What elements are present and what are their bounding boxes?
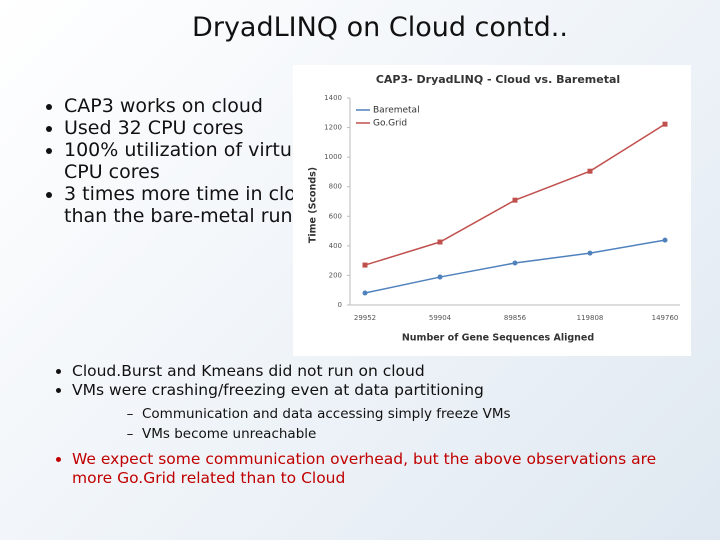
- data-point: [662, 121, 668, 127]
- bullet: We expect some communication overhead, b…: [72, 450, 700, 488]
- bullet-list: Cloud.Burst and Kmeans did not run on cl…: [30, 362, 700, 488]
- data-point: [437, 239, 443, 245]
- x-tick-label: 149760: [652, 314, 679, 322]
- y-tick-label: 0: [338, 301, 342, 309]
- x-tick-label: 29952: [354, 314, 376, 322]
- chart-title: CAP3- DryadLINQ - Cloud vs. Baremetal: [376, 73, 620, 86]
- bullet: Used 32 CPU cores: [64, 117, 329, 139]
- sub-bullet: Communication and data accessing simply …: [142, 404, 700, 424]
- y-tick-label: 200: [329, 271, 342, 279]
- data-point: [437, 274, 443, 280]
- data-point: [362, 262, 368, 268]
- lower-text: Cloud.Burst and Kmeans did not run on cl…: [30, 362, 700, 488]
- legend-label: Go.Grid: [373, 119, 407, 129]
- y-tick-label: 800: [329, 183, 342, 191]
- y-tick-label: 400: [329, 242, 342, 250]
- y-tick-label: 1200: [324, 124, 342, 132]
- bullet: CAP3 works on cloud: [64, 95, 329, 117]
- data-point: [662, 237, 668, 243]
- y-tick-label: 1000: [324, 153, 342, 161]
- data-point: [512, 260, 518, 266]
- data-point: [362, 290, 368, 296]
- data-point: [587, 168, 593, 174]
- sub-bullet-list: Communication and data accessing simply …: [72, 404, 700, 444]
- x-tick-label: 59904: [429, 314, 452, 322]
- bullet: 3 times more time in cloud than the bare…: [64, 183, 329, 227]
- bullet: Cloud.Burst and Kmeans did not run on cl…: [72, 362, 700, 381]
- chart-background: [293, 65, 691, 356]
- chart: CAP3- DryadLINQ - Cloud vs. Baremetal Nu…: [293, 65, 691, 356]
- bullet: VMs were crashing/freezing even at data …: [72, 381, 700, 400]
- data-point: [512, 197, 518, 203]
- x-tick-label: 119808: [577, 314, 604, 322]
- bullet: 100% utilization of virtual CPU cores: [64, 139, 329, 183]
- y-axis-label: Time (Sconds): [308, 167, 319, 243]
- sub-bullet: VMs become unreachable: [142, 424, 700, 444]
- data-point: [587, 250, 593, 256]
- x-axis-label: Number of Gene Sequences Aligned: [402, 333, 594, 344]
- bullet-list: CAP3 works on cloud Used 32 CPU cores 10…: [30, 95, 329, 227]
- y-tick-label: 600: [329, 212, 342, 220]
- sub-list-wrap: Communication and data accessing simply …: [72, 404, 700, 444]
- slide-title: DryadLINQ on Cloud contd..: [192, 12, 568, 43]
- legend-label: Baremetal: [373, 106, 420, 116]
- x-tick-label: 89856: [504, 314, 527, 322]
- y-tick-label: 1400: [324, 94, 342, 102]
